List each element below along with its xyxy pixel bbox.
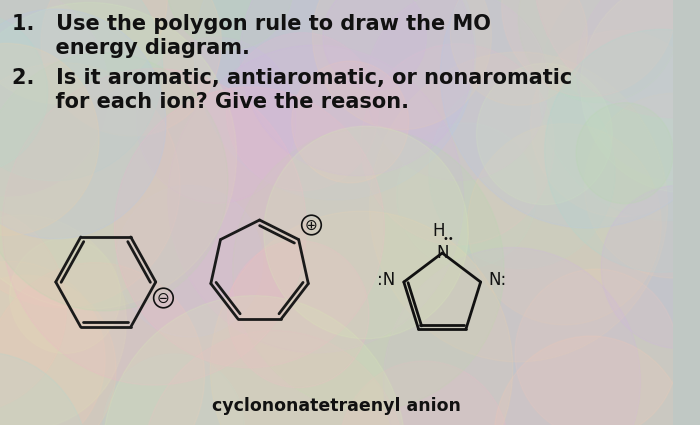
- Circle shape: [240, 0, 474, 176]
- Circle shape: [0, 0, 167, 104]
- Circle shape: [103, 354, 244, 425]
- Circle shape: [194, 0, 475, 200]
- Text: N:: N:: [489, 271, 507, 289]
- Circle shape: [2, 68, 307, 385]
- Circle shape: [292, 61, 409, 183]
- Circle shape: [0, 215, 127, 425]
- Circle shape: [116, 185, 262, 337]
- Text: ••: ••: [442, 234, 454, 244]
- Circle shape: [228, 241, 369, 388]
- Circle shape: [545, 29, 700, 272]
- Text: N: N: [436, 244, 449, 262]
- Circle shape: [136, 37, 296, 204]
- Circle shape: [0, 3, 237, 309]
- Circle shape: [142, 331, 406, 425]
- Circle shape: [103, 296, 406, 425]
- Circle shape: [519, 0, 680, 103]
- Circle shape: [397, 123, 536, 268]
- Circle shape: [114, 87, 384, 368]
- Circle shape: [366, 0, 548, 181]
- Circle shape: [166, 0, 294, 50]
- Circle shape: [450, 0, 587, 105]
- Circle shape: [0, 62, 180, 308]
- Text: ⊖: ⊖: [157, 291, 170, 306]
- Text: cyclononatetraenyl anion: cyclononatetraenyl anion: [212, 397, 461, 415]
- Circle shape: [0, 263, 204, 425]
- Circle shape: [361, 44, 554, 245]
- Circle shape: [531, 31, 700, 217]
- Circle shape: [211, 211, 513, 425]
- Circle shape: [0, 12, 48, 173]
- Circle shape: [226, 33, 378, 191]
- Circle shape: [168, 45, 463, 353]
- Circle shape: [339, 361, 509, 425]
- Circle shape: [533, 0, 700, 118]
- Circle shape: [515, 269, 678, 425]
- Text: 1.   Use the polygon rule to draw the MO: 1. Use the polygon rule to draw the MO: [11, 14, 491, 34]
- Text: energy diagram.: energy diagram.: [11, 38, 249, 58]
- Circle shape: [0, 0, 162, 181]
- Circle shape: [41, 0, 221, 136]
- Circle shape: [584, 94, 700, 278]
- Circle shape: [0, 43, 99, 235]
- Circle shape: [0, 352, 88, 425]
- Text: :N: :N: [377, 271, 395, 289]
- Circle shape: [370, 52, 667, 362]
- Circle shape: [323, 0, 426, 91]
- Circle shape: [0, 53, 228, 311]
- Text: H: H: [432, 222, 444, 240]
- Circle shape: [384, 247, 640, 425]
- Circle shape: [576, 103, 673, 204]
- Circle shape: [429, 75, 615, 269]
- Text: 2.   Is it aromatic, antiaromatic, or nonaromatic: 2. Is it aromatic, antiaromatic, or nona…: [11, 68, 572, 88]
- Circle shape: [232, 128, 504, 410]
- Circle shape: [540, 0, 700, 221]
- Circle shape: [494, 336, 687, 425]
- Circle shape: [601, 185, 700, 348]
- Circle shape: [440, 0, 700, 228]
- Text: ⊕: ⊕: [305, 218, 318, 232]
- Circle shape: [0, 275, 116, 425]
- Circle shape: [468, 124, 662, 325]
- Circle shape: [577, 0, 700, 181]
- Circle shape: [312, 0, 491, 130]
- Circle shape: [477, 63, 612, 205]
- Circle shape: [264, 126, 468, 339]
- Circle shape: [502, 0, 676, 97]
- Circle shape: [0, 261, 105, 425]
- Circle shape: [0, 0, 108, 196]
- Circle shape: [10, 238, 120, 354]
- Circle shape: [0, 205, 66, 413]
- Circle shape: [0, 9, 166, 239]
- Circle shape: [580, 0, 700, 193]
- Text: for each ion? Give the reason.: for each ion? Give the reason.: [11, 92, 409, 112]
